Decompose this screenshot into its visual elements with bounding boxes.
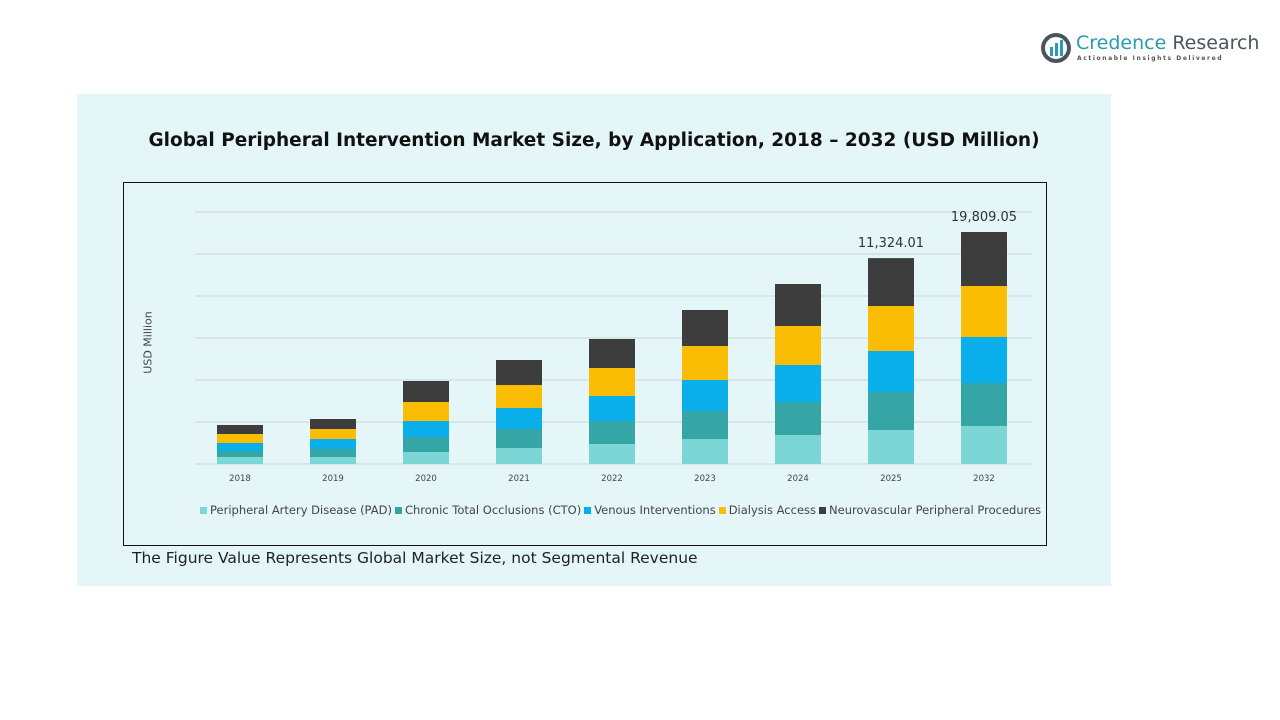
- bar-segment: [310, 429, 356, 439]
- x-tick-label: 2032: [973, 474, 995, 484]
- bar-segment: [310, 449, 356, 457]
- legend-item: Chronic Total Occlusions (CTO): [394, 503, 582, 517]
- bar-segment: [217, 425, 263, 434]
- logo-icon: [1041, 33, 1071, 63]
- bar-segment: [403, 452, 449, 464]
- legend-label: Neurovascular Peripheral Procedures: [829, 503, 1042, 517]
- x-tick-label: 2021: [508, 474, 530, 484]
- bar-segment: [589, 339, 635, 368]
- bar-segment: [496, 429, 542, 448]
- x-tick-label: 2023: [694, 474, 716, 484]
- legend-swatch: [200, 506, 207, 514]
- legend-item: Dialysis Access: [718, 503, 817, 517]
- bar-segment: [775, 284, 821, 326]
- legend-label: Dialysis Access: [728, 503, 817, 517]
- legend-swatch: [584, 506, 592, 514]
- bar-segment: [496, 448, 542, 464]
- chart-title: Global Peripheral Intervention Market Si…: [148, 130, 1040, 151]
- bar-segment: [589, 368, 635, 396]
- x-tick-label: 2018: [229, 474, 251, 484]
- x-tick-label: 2020: [415, 474, 437, 484]
- y-axis-label: USD Million: [141, 311, 155, 374]
- bar-segment: [868, 392, 914, 430]
- bar-segment: [403, 437, 449, 452]
- legend-swatch: [394, 506, 402, 514]
- legend-swatch: [718, 506, 726, 514]
- bar-segment: [961, 286, 1007, 337]
- bar-segment: [403, 381, 449, 402]
- bar-segment: [961, 383, 1007, 426]
- bar-segment: [775, 365, 821, 402]
- bar-segment: [868, 258, 914, 306]
- data-label: 19,809.05: [951, 210, 1017, 225]
- bar-segment: [403, 402, 449, 421]
- bar-segment: [682, 439, 728, 464]
- legend-item: Venous Interventions: [584, 503, 716, 517]
- chart-frame: [123, 182, 1047, 546]
- bar-segment: [775, 326, 821, 365]
- bar-segment: [682, 411, 728, 439]
- bar-segment: [403, 421, 449, 437]
- bar-segment: [775, 435, 821, 464]
- legend-label: Chronic Total Occlusions (CTO): [404, 503, 582, 517]
- x-tick-label: 2024: [787, 474, 809, 484]
- x-tick-label: 2025: [880, 474, 902, 484]
- logo-tagline: Actionable Insights Delivered: [1077, 55, 1224, 62]
- logo-name: Credence Research: [1076, 32, 1260, 54]
- footnote: The Figure Value Represents Global Marke…: [132, 549, 698, 567]
- bar-segment: [496, 360, 542, 385]
- legend-label: Peripheral Artery Disease (PAD): [210, 503, 392, 517]
- x-tick-label: 2022: [601, 474, 623, 484]
- bar-segment: [682, 310, 728, 346]
- bar-segment: [217, 451, 263, 457]
- data-label: 11,324.01: [858, 236, 924, 251]
- bar-segment: [310, 419, 356, 429]
- credence-research-logo: Credence Research Actionable Insights De…: [1040, 32, 1259, 68]
- bar-segment: [589, 444, 635, 464]
- bar-segment: [961, 426, 1007, 464]
- bar-segment: [310, 457, 356, 464]
- bar-segment: [868, 430, 914, 464]
- bar-segment: [310, 439, 356, 449]
- bar-segment: [589, 396, 635, 421]
- bar-segment: [868, 351, 914, 392]
- bar-segment: [682, 380, 728, 411]
- bar-segment: [682, 346, 728, 380]
- bar-segment: [868, 306, 914, 351]
- bar-segment: [217, 443, 263, 451]
- bar-segment: [961, 232, 1007, 286]
- bar-segment: [589, 421, 635, 444]
- bar-segment: [496, 385, 542, 408]
- legend: Peripheral Artery Disease (PAD) Chronic T…: [200, 503, 1044, 517]
- bar-segment: [961, 337, 1007, 383]
- bar-segment: [217, 457, 263, 464]
- bar-segment: [217, 434, 263, 443]
- legend-label: Venous Interventions: [594, 503, 716, 517]
- legend-item: Peripheral Artery Disease (PAD): [200, 503, 392, 517]
- bar-segment: [496, 408, 542, 429]
- legend-swatch: [819, 506, 827, 514]
- bar-segment: [775, 402, 821, 435]
- x-tick-label: 2019: [322, 474, 344, 484]
- legend-item: Neurovascular Peripheral Procedures: [819, 503, 1041, 517]
